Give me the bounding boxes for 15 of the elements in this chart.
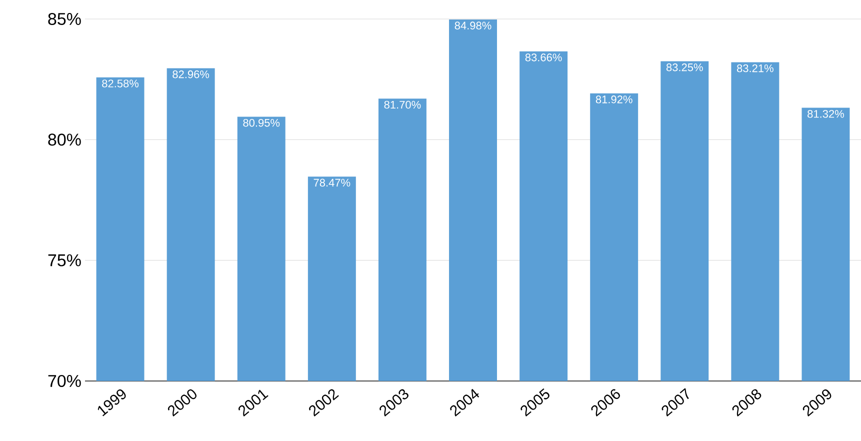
data-label: 80.95%: [243, 118, 280, 127]
data-label: 84.98%: [454, 22, 492, 30]
data-label: 81.70%: [384, 100, 421, 109]
data-label: 83.21%: [737, 64, 774, 72]
y-tick-label: 75%: [48, 254, 81, 266]
data-label: 82.58%: [102, 80, 139, 88]
data-label: 83.25%: [666, 63, 703, 72]
data-label: 81.92%: [596, 96, 632, 104]
y-tick-label: 80%: [48, 134, 81, 146]
y-tick-label: 70%: [48, 374, 81, 388]
data-label: 78.47%: [314, 178, 350, 187]
data-label: 81.32%: [808, 110, 844, 118]
data-label: 82.96%: [172, 70, 210, 78]
y-tick-label: 85%: [48, 12, 81, 26]
data-label: 83.66%: [525, 54, 562, 62]
